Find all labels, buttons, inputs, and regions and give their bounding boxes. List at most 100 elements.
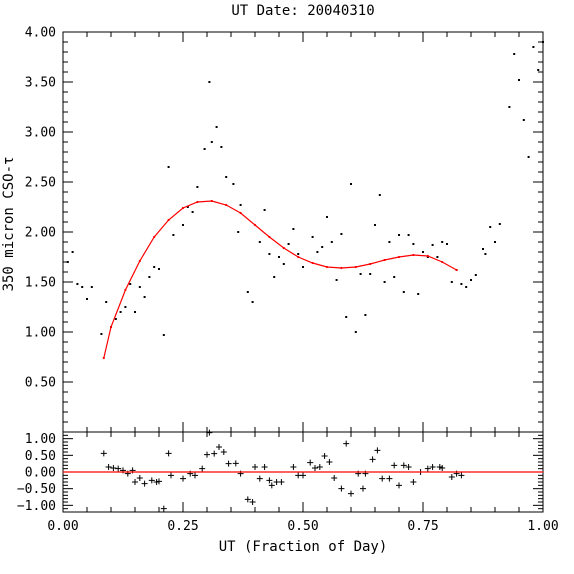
residual-plot-axes: −1.00−0.500.000.501.000.00 0.25 0.50 0.75 1.…: [17, 431, 559, 534]
data-point: [210, 141, 213, 143]
residual-point: [374, 447, 381, 454]
residual-point: [156, 478, 162, 485]
data-point: [340, 233, 343, 235]
data-point: [522, 119, 525, 121]
data-point: [465, 286, 468, 288]
residual-point: [168, 472, 174, 479]
residual-point: [348, 490, 354, 497]
data-point: [66, 261, 69, 263]
residual-point: [136, 475, 143, 481]
y-tick-label: 4.00: [25, 26, 56, 41]
y-tick-label: 2.00: [25, 226, 56, 241]
data-point: [251, 301, 254, 303]
data-point: [513, 53, 516, 55]
data-point: [81, 286, 84, 288]
tau-data-points: [66, 41, 544, 336]
residual-point: [216, 444, 222, 450]
residual-point: [100, 450, 107, 457]
fit-point: [268, 235, 271, 239]
tau-fit-curve: [102, 199, 458, 360]
fit-point: [239, 211, 242, 215]
data-point: [287, 243, 290, 245]
residual-point: [410, 479, 417, 485]
residual-point: [386, 475, 393, 482]
data-point: [273, 276, 276, 278]
residual-point: [256, 475, 263, 482]
residual-point: [424, 465, 431, 472]
data-point: [369, 273, 372, 275]
residual-point: [405, 464, 412, 470]
fit-point: [397, 255, 401, 259]
data-point: [76, 283, 79, 285]
fit-line: [103, 200, 457, 359]
residual-point: [307, 459, 314, 466]
data-point: [191, 211, 194, 213]
data-point: [364, 314, 367, 316]
fit-point: [325, 265, 329, 269]
residual-point: [268, 482, 275, 489]
residual-point: [338, 485, 345, 492]
data-point: [326, 216, 328, 218]
data-point: [412, 243, 415, 245]
y-tick-label: 0.50: [25, 449, 56, 464]
tau-plot-axes: 0.50 1.00 1.50 2.00 2.50 3.00 3.50 4.00: [25, 26, 544, 433]
data-point: [297, 253, 300, 255]
residual-point: [192, 472, 198, 479]
data-point: [537, 69, 540, 71]
fit-point: [311, 261, 314, 265]
residual-point: [165, 450, 172, 457]
fit-point: [109, 325, 113, 329]
residual-point: [391, 462, 398, 469]
data-point: [460, 283, 463, 285]
data-point: [225, 176, 228, 178]
fit-point: [412, 253, 415, 257]
data-point: [129, 283, 132, 285]
residual-point: [115, 465, 122, 472]
data-point: [162, 334, 165, 336]
data-point: [388, 241, 391, 243]
data-point: [311, 236, 314, 238]
residual-point: [331, 475, 338, 481]
data-point: [124, 306, 127, 308]
data-point: [450, 281, 453, 283]
residual-point: [300, 472, 306, 479]
residual-point: [110, 465, 117, 471]
residual-point: [360, 485, 366, 492]
plot-frame: [62, 31, 544, 433]
residual-point: [211, 450, 218, 457]
residual-point: [148, 477, 155, 484]
data-point: [345, 316, 348, 318]
x-tick-label: 0.00: [47, 519, 78, 534]
residual-point: [204, 451, 210, 458]
data-point: [203, 148, 206, 150]
y-tick-label: 1.00: [25, 432, 56, 447]
residual-point: [244, 496, 251, 503]
residual-point: [252, 464, 258, 470]
y-tick-label: 3.50: [25, 76, 56, 91]
fit-point: [138, 259, 141, 263]
residual-point: [379, 475, 386, 482]
residual-point: [448, 474, 455, 480]
fit-point: [441, 260, 444, 264]
residual-point: [278, 479, 285, 485]
data-point: [354, 331, 357, 333]
data-point: [153, 266, 156, 268]
residual-point: [326, 459, 333, 465]
data-point: [542, 41, 544, 43]
data-point: [258, 241, 261, 243]
y-tick-label: 2.50: [25, 176, 56, 191]
residual-point: [316, 464, 323, 470]
data-point: [246, 291, 249, 293]
y-tick-label: 3.00: [25, 126, 56, 141]
residual-point: [439, 465, 446, 471]
data-point: [359, 273, 362, 275]
data-point: [196, 186, 199, 188]
data-point: [278, 256, 280, 258]
data-point: [350, 183, 352, 185]
residual-point: [343, 440, 350, 447]
residual-point: [266, 477, 273, 484]
residual-point: [261, 464, 268, 470]
fit-point: [153, 235, 156, 239]
y-tick-label: 0.50: [25, 376, 56, 391]
